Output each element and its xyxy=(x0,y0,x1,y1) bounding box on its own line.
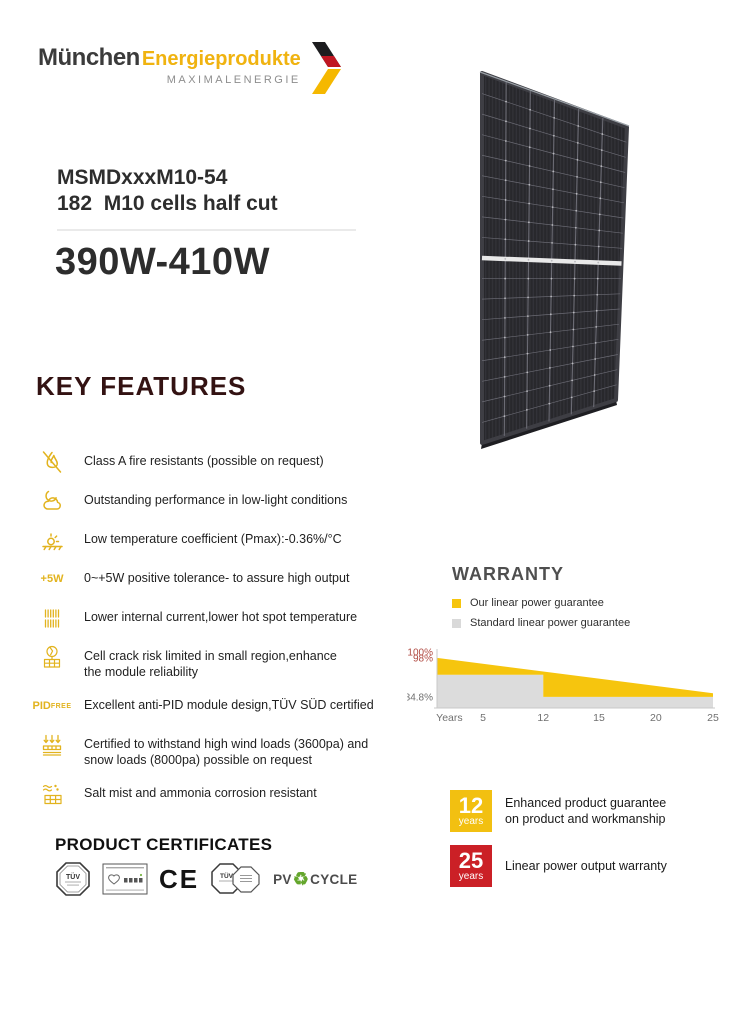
cycle-label: CYCLE xyxy=(310,871,358,887)
pid-label: PID xyxy=(32,699,51,712)
svg-text:Years: Years xyxy=(436,712,462,724)
feature-text: Certified to withstand high wind loads (… xyxy=(84,737,369,767)
tuv-octagon-logo: TÜV xyxy=(56,862,90,896)
pv-cycle-logo: PV ♻ CYCLE xyxy=(273,870,357,888)
product-cells-line: 182 M10 cells half cut xyxy=(57,192,278,215)
svg-text:20: 20 xyxy=(650,712,662,724)
badge-description: Enhanced product guarantee on product an… xyxy=(505,796,667,826)
feature-item: Outstanding performance in low-light con… xyxy=(36,488,406,514)
brand-chevron-icon xyxy=(311,42,341,94)
key-features-title: KEY FEATURES xyxy=(36,371,247,401)
legend-label: Standard linear power guarantee xyxy=(470,617,631,629)
warranty-chart: 100%98% 84.8%Years 5 12 15 20 25 xyxy=(407,648,719,725)
warranty-legend: Our linear power guarantee Standard line… xyxy=(452,597,630,637)
badge-12-years: 12 years xyxy=(450,790,492,832)
badge-description: Linear power output warranty xyxy=(505,859,667,873)
legend-swatch-our xyxy=(452,598,461,608)
ce-mark: CE xyxy=(159,863,200,894)
legend-item: Standard linear power guarantee xyxy=(452,617,630,629)
key-features-list: Class A fire resistants (possible on req… xyxy=(32,449,406,820)
badge-value: 25 xyxy=(458,847,484,873)
feature-item: Low temperature coefficient (Pmax):-0.36… xyxy=(36,527,406,553)
legend-swatch-standard xyxy=(452,618,461,628)
feature-text: Outstanding performance in low-light con… xyxy=(84,493,348,507)
svg-text:100%: 100% xyxy=(407,648,433,659)
badge-row: 25 years Linear power output warranty xyxy=(450,845,695,887)
svg-text:5: 5 xyxy=(480,712,486,724)
svg-text:25: 25 xyxy=(707,712,719,724)
feature-item: +5W 0~+5W positive tolerance- to assure … xyxy=(36,566,406,592)
fire-resistant-icon xyxy=(36,449,68,475)
feature-item: Certified to withstand high wind loads (… xyxy=(36,732,406,768)
recycle-icon: ♻ xyxy=(292,869,310,889)
product-model: MSMDxxxM10-54 xyxy=(57,166,228,189)
svg-text:15: 15 xyxy=(593,712,605,724)
feature-text: Cell crack risk limited in small region,… xyxy=(84,649,337,679)
badge-row: 12 years Enhanced product guarantee on p… xyxy=(450,790,695,832)
feature-item: Class A fire resistants (possible on req… xyxy=(36,449,406,475)
brand-logo: München Energieprodukte MAXIMALENERGIE xyxy=(38,42,344,94)
certificates-title: PRODUCT CERTIFICATES xyxy=(55,835,273,854)
salt-mist-icon xyxy=(36,781,68,807)
svg-text:84.8%: 84.8% xyxy=(407,692,433,703)
feature-text: Class A fire resistants (possible on req… xyxy=(84,454,324,468)
badge-unit: years xyxy=(458,870,484,882)
low-temperature-icon xyxy=(36,527,68,553)
feature-text: Lower internal current,lower hot spot te… xyxy=(84,610,358,624)
feature-text: Salt mist and ammonia corrosion resistan… xyxy=(84,786,317,800)
brand-name: München xyxy=(38,44,140,71)
brand-name-accent: Energieprodukte xyxy=(141,48,301,70)
certificates-row: TÜV CE TÜV PV ♻ CYCLE xyxy=(55,860,357,898)
warranty-title: WARRANTY xyxy=(452,564,564,584)
low-light-icon xyxy=(36,488,68,514)
badge-value: 12 xyxy=(458,792,484,818)
svg-text:TÜV: TÜV xyxy=(66,872,80,881)
solar-panel-image xyxy=(479,71,630,449)
badge-unit: years xyxy=(458,815,484,827)
legend-label: Our linear power guarantee xyxy=(470,597,604,609)
plus-5w-icon: +5W xyxy=(40,572,64,585)
legend-item: Our linear power guarantee xyxy=(452,597,630,609)
svg-text:12: 12 xyxy=(537,712,549,724)
title-divider xyxy=(57,229,356,231)
current-bars-icon xyxy=(36,605,68,631)
svg-text:TÜV: TÜV xyxy=(220,871,234,880)
heart-certificate-logo xyxy=(102,863,148,895)
feature-text: 0~+5W positive tolerance- to assure high… xyxy=(84,571,350,585)
feature-item: Cell crack risk limited in small region,… xyxy=(36,644,406,680)
brand-subtitle: MAXIMALENERGIE xyxy=(166,74,301,86)
tuv-double-octagon-logo: TÜV xyxy=(211,863,260,894)
free-label: FREE xyxy=(50,702,72,710)
badge-25-years: 25 years xyxy=(450,845,492,887)
feature-text: Excellent anti-PID module design,TÜV SÜD… xyxy=(84,698,374,712)
product-power-range: 390W-410W xyxy=(55,241,270,283)
svg-text:98%: 98% xyxy=(413,653,433,664)
pv-label: PV xyxy=(273,871,292,887)
feature-text: Low temperature coefficient (Pmax):-0.36… xyxy=(84,532,342,546)
brand-logo-text: München Energieprodukte MAXIMALENERGIE xyxy=(38,44,301,86)
feature-item: PID FREE Excellent anti-PID module desig… xyxy=(32,693,406,719)
pid-free-icon: PID FREE xyxy=(32,693,72,719)
cell-crack-icon xyxy=(36,644,68,670)
feature-item: Salt mist and ammonia corrosion resistan… xyxy=(36,781,406,807)
wind-snow-load-icon xyxy=(36,732,68,758)
feature-item: Lower internal current,lower hot spot te… xyxy=(36,605,406,631)
